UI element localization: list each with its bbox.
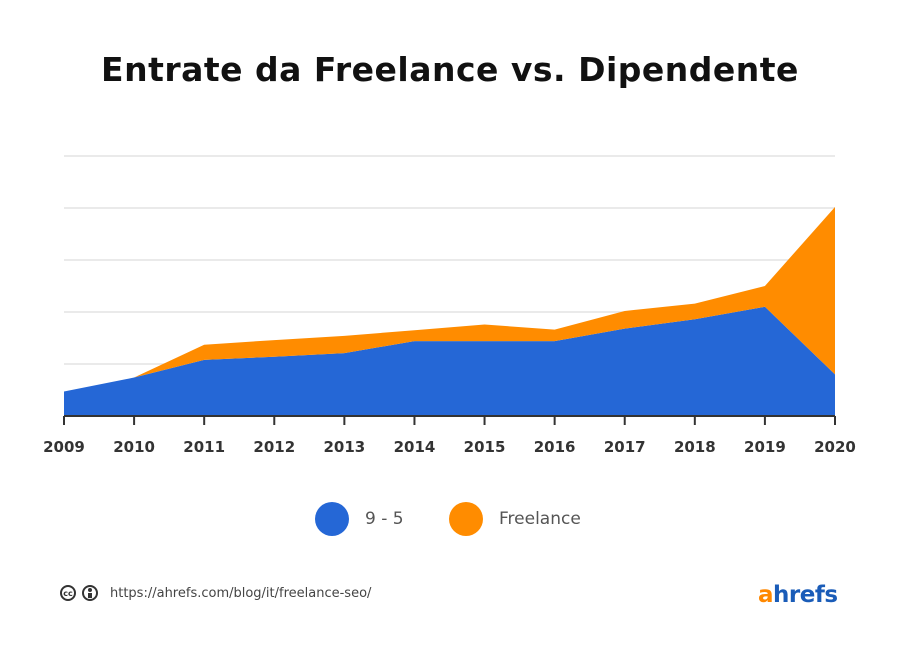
x-axis: 2009 2010 2011 2012 2013 2014 2015 2016 2017 2018… xyxy=(43,415,856,456)
x-tick-label: 2014 xyxy=(394,438,436,456)
x-tick-label: 2018 xyxy=(674,438,716,456)
area-series xyxy=(64,206,835,416)
x-tick-label: 2019 xyxy=(744,438,786,456)
by-icon xyxy=(82,585,98,601)
source-url[interactable]: https://ahrefs.com/blog/it/freelance-seo… xyxy=(110,585,372,601)
x-tick-label: 2013 xyxy=(323,438,365,456)
x-tick-label: 2015 xyxy=(464,438,506,456)
area-series-9-5[interactable] xyxy=(64,306,835,416)
legend-label-9-5: 9 - 5 xyxy=(365,509,404,529)
chart-title: Entrate da Freelance vs. Dipendente xyxy=(101,50,799,89)
cc-icon: cc xyxy=(60,585,76,601)
footer: cc https://ahrefs.com/blog/it/freelance-… xyxy=(60,585,371,601)
x-tick-label: 2016 xyxy=(534,438,576,456)
ahrefs-logo[interactable]: ahrefs xyxy=(758,582,838,608)
legend-swatch-freelance xyxy=(449,502,483,536)
legend-item-9-5[interactable]: 9 - 5 xyxy=(315,502,404,536)
x-tick-label: 2009 xyxy=(43,438,85,456)
legend-label-freelance: Freelance xyxy=(499,509,581,529)
legend-swatch-9-5 xyxy=(315,502,349,536)
area-series-freelance[interactable] xyxy=(64,206,835,392)
x-tick-label: 2012 xyxy=(253,438,295,456)
x-tick-label: 2011 xyxy=(183,438,225,456)
legend-item-freelance[interactable]: Freelance xyxy=(449,502,581,536)
x-tick-label: 2010 xyxy=(113,438,155,456)
x-tick-label: 2017 xyxy=(604,438,646,456)
legend: 9 - 5 Freelance xyxy=(0,502,900,538)
x-tick-label: 2020 xyxy=(814,438,856,456)
